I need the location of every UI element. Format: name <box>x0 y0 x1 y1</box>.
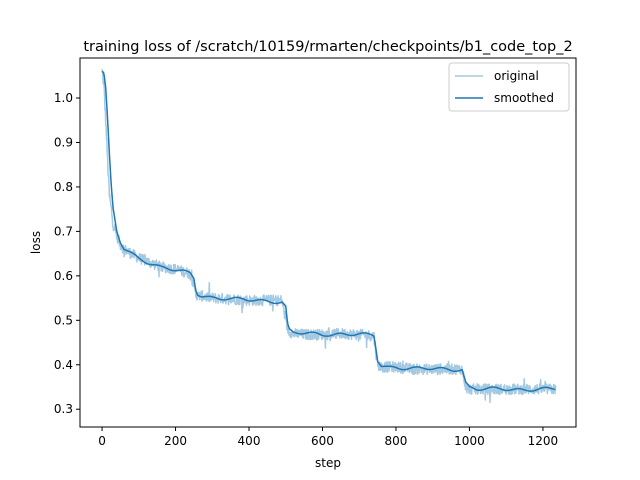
y-tick-label: 0.3 <box>54 402 73 416</box>
series-layer <box>101 69 557 404</box>
legend: original smoothed <box>448 62 570 112</box>
y-tick-label: 0.6 <box>54 269 73 283</box>
y-tick-label: 1.0 <box>54 91 73 105</box>
x-axis-label: step <box>315 456 341 470</box>
series-line-original <box>101 69 557 404</box>
chart-title: training loss of /scratch/10159/rmarten/… <box>83 39 572 55</box>
y-tick-label: 0.4 <box>54 358 73 372</box>
x-tick-label: 400 <box>238 434 261 448</box>
legend-label-smoothed: smoothed <box>494 91 554 105</box>
y-tick-label: 0.8 <box>54 180 73 194</box>
x-tick-label: 0 <box>98 434 106 448</box>
y-tick-label: 0.9 <box>54 135 73 149</box>
x-tick-label: 800 <box>385 434 408 448</box>
y-axis: 0.3 0.4 0.5 0.6 0.7 0.8 0.9 1.0 <box>54 91 80 416</box>
axes-frame <box>79 57 577 428</box>
y-tick-label: 0.7 <box>54 224 73 238</box>
x-tick-label: 600 <box>311 434 334 448</box>
legend-label-original: original <box>494 69 539 83</box>
series-line-smoothed <box>101 70 556 392</box>
x-tick-label: 200 <box>164 434 187 448</box>
legend-box <box>448 62 570 112</box>
y-tick-label: 0.5 <box>54 313 73 327</box>
x-tick-label: 1200 <box>528 434 559 448</box>
y-axis-label: loss <box>29 231 43 254</box>
x-tick-label: 1000 <box>454 434 485 448</box>
plot-area <box>101 69 557 404</box>
x-axis: 0 200 400 600 800 1000 1200 <box>98 427 558 448</box>
